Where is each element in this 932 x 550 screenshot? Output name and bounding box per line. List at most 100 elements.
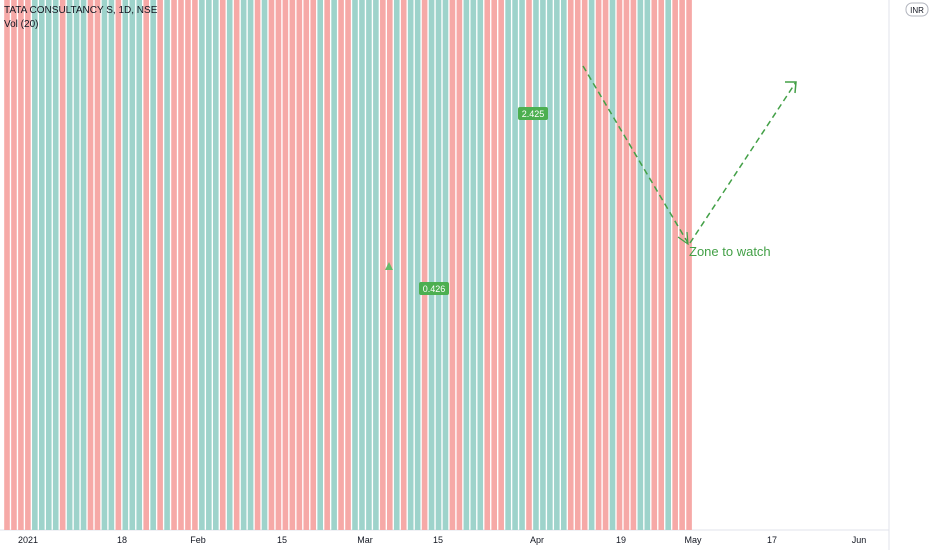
volume-bar-77 [540,0,546,531]
volume-bar-81 [567,0,574,530]
volume-bar-30 [213,0,219,531]
volume-bar-79 [554,0,560,530]
volume-bar-13 [94,0,101,531]
volume-bar-20 [143,0,149,531]
volume-bar-91 [637,0,644,531]
volume-bar-76 [533,0,539,530]
pattern-ratio-1: 2.425 [522,109,545,119]
volume-bar-22 [157,0,163,530]
volume-bar-88 [616,0,623,530]
volume-bar-52 [366,0,372,530]
volume-indicator-label: Vol (20) [4,19,39,30]
volume-bar-72 [505,0,511,531]
volume-bar-84 [588,0,595,530]
volume-bar-44 [310,0,317,531]
volume-bar-33 [233,0,240,531]
volume-bar-38 [268,0,275,530]
volume-bar-26 [185,0,191,531]
projection-arrow-head [785,81,797,94]
volume-bar-14 [101,0,108,530]
symbol-title: TATA CONSULTANCY S, 1D, NSE [4,5,158,16]
volume-bar-58 [407,0,414,530]
volume-bar-67 [470,0,477,530]
volume-bar-17 [122,0,129,530]
volume-bar-36 [254,0,261,530]
volume-bar-97 [679,0,685,530]
volume-bar-53 [373,0,379,530]
volume-bar-27 [192,0,198,530]
volume-bar-7 [52,0,59,530]
x-tick-label-8: May [684,535,702,545]
pattern-ratio-badge-1 [518,107,548,120]
x-tick-label-4: Mar [357,535,373,545]
volume-bar-73 [512,0,518,530]
volume-bar-71 [498,0,504,530]
volume-bar-23 [164,0,170,530]
volume-bar-47 [331,0,337,530]
volume-bar-86 [602,0,609,531]
volume-bar-66 [463,0,470,530]
pattern-marker [385,262,393,270]
volume-bar-3 [25,0,31,530]
volume-bar-92 [644,0,651,530]
volume-bar-95 [665,0,671,530]
volume-bar-35 [247,0,254,531]
volume-bar-61 [428,0,435,530]
x-tick-label-9: 17 [767,535,777,545]
projection-down-arrow-head [677,231,689,246]
volume-bar-87 [609,0,616,530]
volume-bar-82 [574,0,581,530]
volume-bar-6 [45,0,52,530]
volume-bar-78 [547,0,553,530]
volume-bar-65 [456,0,463,530]
volume-bar-34 [240,0,247,530]
volume-bar-42 [296,0,303,530]
x-tick-label-2: Feb [190,535,206,545]
volume-bar-46 [324,0,330,530]
chart-legend: TATA CONSULTANCY S, 1D, NSE Vol (20) [4,4,157,32]
volume-bar-8 [59,0,66,530]
volume-bar-43 [303,0,310,531]
volume-bar-29 [206,0,212,530]
volume-bar-39 [275,0,282,530]
volume-bar-94 [658,0,665,530]
volume-bar-18 [129,0,136,530]
volume-bar-74 [519,0,525,530]
volume-bar-69 [484,0,491,531]
pattern-ratio-0: 0.426 [423,284,446,294]
volume-bar-63 [442,0,449,530]
volume-bar-85 [595,0,602,530]
currency-label: INR [910,6,924,15]
volume-bar-10 [73,0,80,530]
volume-bar-98 [686,0,692,531]
volume-bar-9 [66,0,73,530]
volume-bar-49 [345,0,351,530]
volume-bar-11 [80,0,87,530]
volume-bar-62 [435,0,442,530]
volume-bar-93 [651,0,658,531]
volume-bar-21 [150,0,156,530]
x-tick-label-3: 15 [277,535,287,545]
volume-bar-19 [136,0,143,530]
volume-bar-41 [289,0,296,530]
volume-bar-48 [338,0,344,530]
volume-bar-4 [32,0,38,530]
volume-bar-15 [108,0,115,530]
volume-bar-64 [449,0,456,530]
volume-bar-24 [171,0,177,530]
volume-bar-57 [400,0,407,530]
volume-bar-96 [672,0,678,530]
x-tick-label-10: Jun [852,535,867,545]
zone-annotation: Zone to watch [689,244,771,259]
volume-bar-90 [630,0,637,530]
volume-bar-68 [477,0,484,530]
projection-down-line [582,65,689,244]
volume-bar-25 [178,0,184,530]
volume-bar-12 [87,0,94,530]
volume-bar-70 [491,0,497,530]
x-tick-label-5: 15 [433,535,443,545]
volume-bar-45 [317,0,323,530]
volume-bar-80 [561,0,567,530]
volume-bar-16 [115,0,122,530]
